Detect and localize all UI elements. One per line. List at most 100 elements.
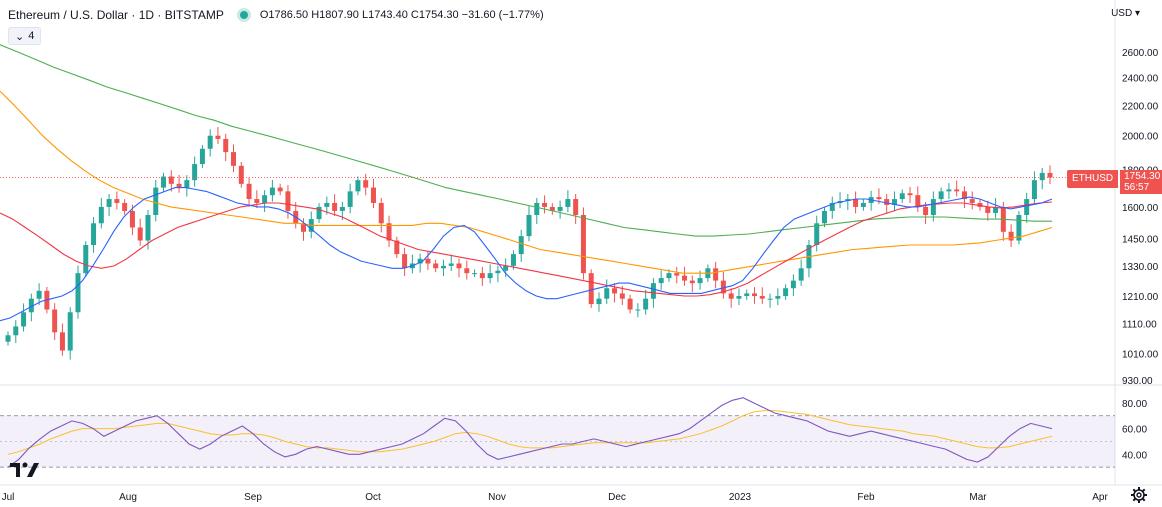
candle-body [503,265,509,271]
candle-body [355,180,361,192]
price-axis-label: 2200.00 [1122,101,1159,112]
candle-body [207,135,213,149]
candle-body [231,152,237,166]
candle-body [682,275,688,281]
candle-body [13,326,19,336]
candle-body [891,199,897,205]
tradingview-logo-icon[interactable] [10,459,40,477]
rsi-axis-label: 80.00 [1122,399,1147,410]
rsi-signal-line [7,410,1053,455]
candle-body [472,273,478,275]
candle-body [728,293,734,299]
indicators-count: 4 [28,30,35,42]
price-axis-label: 1450.00 [1122,234,1159,245]
candle-body [199,148,205,165]
candle-body [884,199,890,205]
candle-body [993,206,999,213]
candle-body [223,138,229,153]
candle-body [300,223,306,232]
candle-body [612,288,618,294]
time-axis-label: Aug [119,492,137,503]
time-axis-label: Dec [608,492,626,503]
candle-body [363,180,369,188]
candle-body [674,273,680,276]
candle-body [596,298,602,305]
candle-body [168,176,174,184]
candle-body [930,199,936,215]
last-price: 1754.30 [1124,171,1161,182]
candle-body [1016,214,1022,241]
price-box: 1754.30 56:57 [1120,170,1162,194]
candle-body [269,187,275,196]
time-axis-label: Oct [365,492,381,503]
candle-body [254,199,260,203]
candle-body [246,183,252,200]
candle-body [635,309,641,311]
candle-body [114,199,120,203]
symbol-legend: Ethereum / U.S. Dollar · 1D · BITSTAMP O… [8,8,544,22]
candle-body [829,202,835,211]
price-axis-label: 2000.00 [1122,132,1159,143]
time-axis-label: Feb [857,492,875,503]
candle-body [145,214,151,241]
candle-body [580,214,586,274]
candle-body [915,195,921,207]
candle-body [215,135,221,139]
candle-body [285,191,291,211]
price-axis-label: 1110.00 [1122,320,1157,331]
candle-body [954,189,960,192]
candle-body [961,191,967,200]
time-axis-label: Mar [969,492,987,503]
symbol-title[interactable]: Ethereum / U.S. Dollar · 1D · BITSTAMP [8,8,224,22]
candle-body [28,298,34,313]
candle-body [238,165,244,184]
candle-body [907,193,913,196]
candle-body [534,202,540,215]
candle-body [176,183,182,188]
candle-body [604,288,610,299]
candles [5,126,1053,360]
candle-body [759,296,765,299]
candle-body [277,187,283,192]
candle-body [860,202,866,207]
candle-body [666,273,672,279]
candle-body [946,189,952,192]
candle-body [845,199,851,201]
candle-body [588,273,594,305]
price-axis-label: 1210.00 [1122,292,1159,303]
candle-body [720,280,726,294]
candle-body [752,293,758,297]
candle-body [736,296,742,299]
candle-body [1024,199,1030,215]
candle-body [332,202,338,211]
candle-body [767,298,773,300]
candle-body [969,199,975,203]
price-axis-label: 1010.00 [1122,350,1159,361]
candle-body [448,263,454,266]
price-axis-label: 2400.00 [1122,74,1159,85]
price-axis-label: 2600.00 [1122,48,1159,59]
candle-body [565,199,571,207]
candle-body [510,254,516,266]
candle-body [52,309,58,333]
settings-gear-icon[interactable] [1130,486,1148,504]
candle-body [1031,180,1037,200]
candle-body [59,332,65,351]
candle-body [557,206,563,211]
candle-body [440,265,446,269]
ohlc-values: O1786.50 H1807.90 L1743.40 C1754.30 −31.… [259,9,544,21]
time-axis-label: Jul [2,492,15,503]
candle-body [339,206,345,211]
candle-body [495,270,501,274]
candle-body [487,273,493,279]
candle-body [775,296,781,299]
symbol-price-label: ETHUSD [1067,170,1119,188]
candle-body [1008,231,1014,241]
candle-body [464,268,470,274]
indicators-toggle-button[interactable]: ⌄ 4 [8,27,42,45]
candle-body [67,312,73,351]
candle-body [744,293,750,297]
currency-selector[interactable]: USD ▾ [1111,8,1140,19]
candle-body [417,258,423,264]
